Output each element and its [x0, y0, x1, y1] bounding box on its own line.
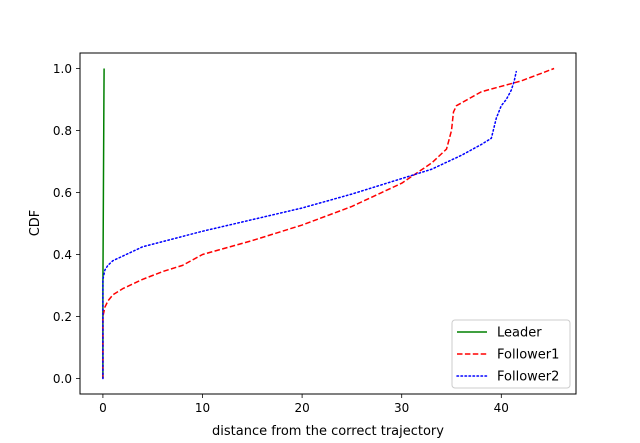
y-axis-ticks: 0.0 0.2 0.4 0.6 0.8 1.0: [53, 62, 80, 386]
x-tick-label: 30: [394, 401, 409, 415]
y-tick-label: 0.0: [53, 372, 72, 386]
x-axis-label: distance from the correct trajectory: [212, 424, 444, 439]
y-tick-label: 0.2: [53, 310, 72, 324]
y-tick-label: 1.0: [53, 62, 72, 76]
y-tick-label: 0.4: [53, 248, 72, 262]
series-line-follower1: [102, 67, 555, 379]
y-axis-label: CDF: [28, 210, 43, 237]
x-tick-label: 10: [195, 401, 210, 415]
x-axis-ticks: 0 10 20 30 40: [99, 394, 509, 415]
plot-frame: [79, 52, 577, 395]
x-tick-label: 0: [99, 401, 107, 415]
legend: Leader Follower1 Follower2: [451, 319, 571, 389]
y-tick-label: 0.6: [53, 186, 72, 200]
y-tick-label: 0.8: [53, 124, 72, 138]
series-layer: [102, 67, 555, 380]
x-tick-label: 20: [294, 401, 309, 415]
legend-label-follower1: Follower1: [497, 348, 559, 363]
legend-label-follower2: Follower2: [497, 370, 559, 385]
x-tick-label: 40: [494, 401, 509, 415]
legend-box: [451, 319, 571, 389]
legend-label-leader: Leader: [497, 326, 542, 341]
series-line-follower2: [102, 70, 517, 380]
